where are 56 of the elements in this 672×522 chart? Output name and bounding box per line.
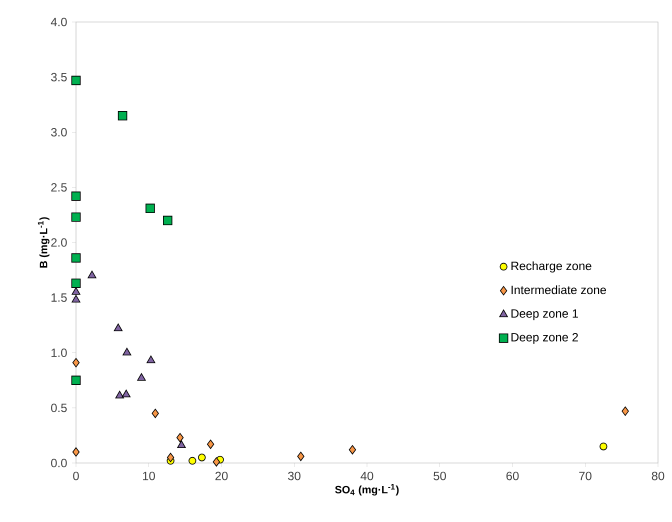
y-tick-label: 0.5 [51, 404, 67, 412]
y-axis-title: B (mg·L$^{-1}$) [38, 217, 50, 268]
x-tick-label: 40 [360, 472, 374, 480]
point [177, 440, 186, 448]
legend-label: Deep zone 2 [511, 332, 578, 344]
point [71, 192, 81, 201]
x-tick-label: 70 [579, 472, 592, 480]
point [71, 278, 81, 288]
point [146, 356, 156, 364]
point [72, 447, 80, 457]
point [622, 406, 629, 416]
x-tick-label: 80 [652, 472, 664, 480]
point [152, 408, 159, 418]
point [206, 440, 214, 449]
x-tick-label: 0 [73, 472, 79, 480]
point [122, 348, 132, 356]
point [72, 358, 80, 368]
x-tick-label: 60 [506, 472, 519, 480]
point [176, 432, 184, 442]
y-tick-label: 1.0 [52, 348, 67, 358]
point [122, 390, 131, 398]
x-axis-title: SO$_{4}$ (mg·L$^{-1}$) [335, 484, 399, 496]
point [71, 253, 81, 263]
y-tick-label: 2.0 [51, 238, 67, 247]
y-tick-label: 1.5 [52, 293, 67, 302]
y-tick-label: 4.0 [50, 18, 67, 26]
y-tick-label: 3.5 [51, 72, 67, 82]
point [212, 457, 220, 467]
point [166, 452, 174, 462]
point [115, 390, 124, 398]
point [348, 445, 356, 454]
y-tick-label: 0.0 [51, 458, 67, 468]
point [188, 456, 196, 465]
point [297, 452, 304, 462]
x-tick-label: 10 [143, 472, 155, 480]
point [146, 204, 155, 213]
point [71, 376, 81, 385]
point [71, 76, 81, 86]
x-tick-label: 30 [288, 472, 300, 480]
x-tick-label: 50 [434, 472, 446, 480]
point [71, 212, 81, 222]
point [163, 216, 172, 226]
point [118, 111, 128, 120]
point [88, 270, 96, 278]
point [198, 454, 206, 462]
point [114, 324, 123, 332]
x-tick-label: 20 [215, 472, 228, 480]
point [72, 294, 80, 302]
point [600, 442, 608, 450]
legend-label: Intermediate zone [512, 285, 606, 294]
legend-label: Deep zone 1 [511, 309, 578, 320]
point [137, 373, 146, 381]
legend-label: Recharge zone [511, 261, 592, 273]
y-tick-label: 3.0 [51, 128, 67, 137]
point [72, 287, 80, 295]
y-tick-label: 2.5 [51, 183, 67, 192]
